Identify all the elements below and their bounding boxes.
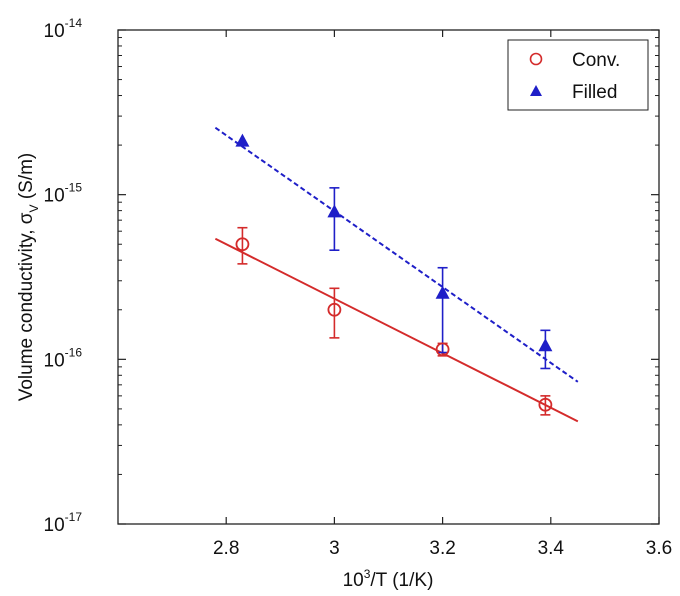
legend-box — [507, 39, 649, 111]
point-1-0 — [235, 133, 250, 147]
point-0-1 — [327, 302, 342, 317]
axis-ticks — [118, 29, 660, 525]
x-tick-label-0: 2.8 — [213, 538, 239, 559]
legend-label-filled: Filled — [572, 82, 617, 103]
fit-lines — [214, 126, 579, 423]
point-0-2 — [435, 342, 450, 357]
y-tick-label-1: 10-16 — [44, 345, 83, 371]
fit-line-1 — [214, 126, 579, 383]
x-tick-label-1: 3 — [329, 538, 340, 559]
point-1-2 — [435, 285, 450, 299]
y-tick-label-3: 10-14 — [44, 16, 83, 42]
x-axis-label: 103/T (1/K) — [343, 567, 434, 591]
point-0-0 — [235, 237, 250, 252]
fit-line-0 — [214, 237, 579, 423]
legend-label-conv: Conv. — [572, 50, 620, 71]
y-axis-label: Volume conductivity, σV (S/m) — [16, 153, 41, 402]
legend-marker-filled — [530, 85, 542, 96]
y-tick-label-0: 10-17 — [44, 510, 83, 536]
point-1-3 — [538, 338, 553, 352]
legend-marker-conv — [529, 52, 543, 66]
x-tick-label-4: 3.6 — [646, 538, 672, 559]
plot-area — [117, 29, 660, 525]
y-tick-label-2: 10-15 — [44, 181, 83, 207]
x-tick-label-2: 3.2 — [429, 538, 455, 559]
data-markers — [235, 133, 553, 412]
point-0-3 — [538, 397, 553, 412]
x-tick-label-3: 3.4 — [538, 538, 565, 559]
tick-labels: 2.8 3 3.2 3.4 3.6 10-17 10-16 10-15 10-14 — [44, 16, 673, 559]
point-1-1 — [327, 204, 342, 218]
legend: Conv. Filled — [507, 39, 649, 111]
